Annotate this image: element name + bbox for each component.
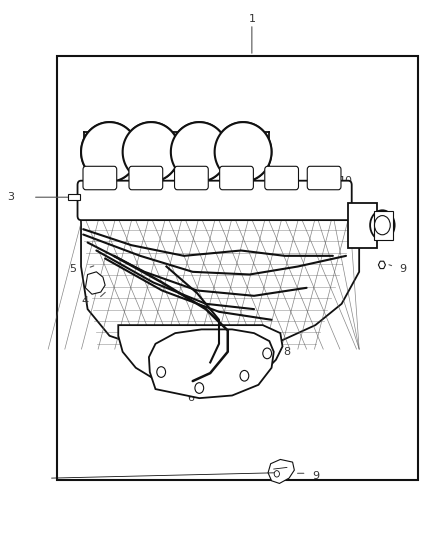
Polygon shape [81, 122, 138, 182]
Circle shape [157, 367, 166, 377]
Polygon shape [268, 459, 294, 483]
Polygon shape [171, 122, 228, 182]
FancyBboxPatch shape [348, 203, 377, 248]
Polygon shape [171, 122, 228, 182]
Polygon shape [81, 213, 359, 352]
Circle shape [195, 383, 204, 393]
Text: 7: 7 [384, 232, 391, 242]
Polygon shape [149, 329, 274, 398]
Polygon shape [123, 122, 180, 182]
Polygon shape [378, 261, 385, 269]
Text: 8: 8 [283, 347, 290, 357]
Polygon shape [118, 325, 283, 390]
Circle shape [374, 215, 390, 235]
FancyBboxPatch shape [78, 181, 352, 220]
FancyBboxPatch shape [265, 166, 299, 190]
Polygon shape [215, 122, 272, 182]
Text: 6: 6 [187, 393, 194, 403]
Text: 5: 5 [69, 264, 76, 274]
Polygon shape [123, 122, 180, 182]
Circle shape [263, 348, 272, 359]
FancyBboxPatch shape [83, 166, 117, 190]
Polygon shape [81, 122, 138, 182]
Circle shape [274, 471, 279, 477]
Bar [84, 132, 269, 165]
Text: 3: 3 [7, 192, 14, 202]
Circle shape [370, 211, 395, 240]
Bar [374, 211, 393, 240]
Text: 10: 10 [339, 176, 353, 186]
FancyBboxPatch shape [307, 166, 341, 190]
Circle shape [240, 370, 249, 381]
Polygon shape [215, 122, 272, 182]
Text: 2: 2 [154, 174, 161, 183]
FancyBboxPatch shape [174, 166, 208, 190]
Text: 4: 4 [82, 296, 89, 306]
Bar [57, 56, 418, 480]
Polygon shape [85, 272, 105, 294]
Text: 1: 1 [248, 14, 255, 23]
Text: 9: 9 [312, 471, 319, 481]
Text: 9: 9 [399, 264, 406, 274]
FancyBboxPatch shape [220, 166, 253, 190]
FancyBboxPatch shape [129, 166, 162, 190]
Bar [68, 194, 80, 200]
